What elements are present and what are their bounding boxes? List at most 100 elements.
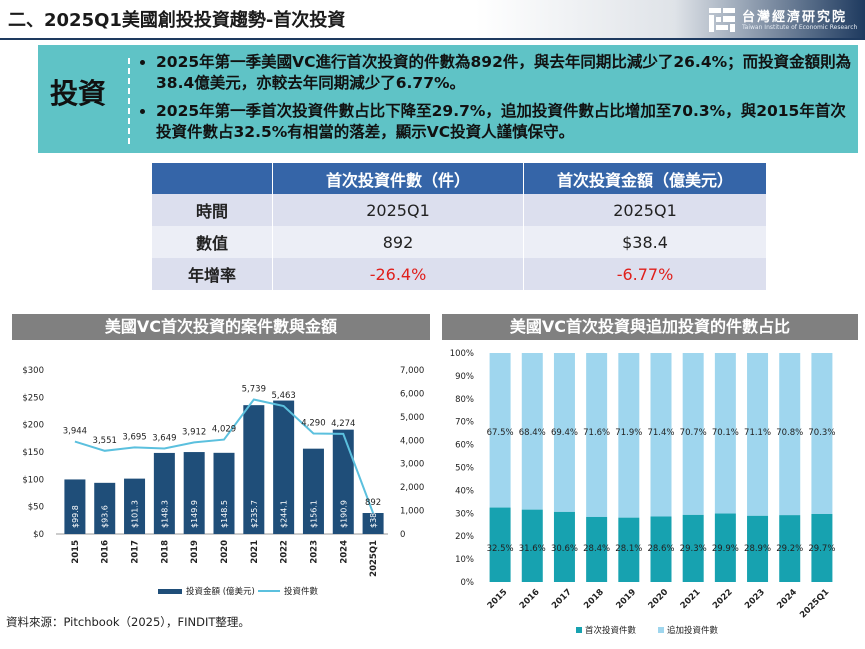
bar-value-label: $244.1 — [280, 500, 289, 528]
page-title: 二、2025Q1美國創投投資趨勢-首次投資 — [8, 10, 346, 31]
left-chart-title: 美國VC首次投資的案件數與金額 — [12, 314, 430, 340]
right-axis-tick: 5,000 — [400, 413, 424, 423]
bar-followon — [779, 353, 801, 516]
x-axis-tick: 2015 — [486, 587, 510, 611]
line-value-label: 3,551 — [93, 436, 117, 446]
bar-first — [553, 511, 575, 582]
bar — [183, 452, 205, 534]
summary-bullet: 2025年第一季首次投資件數占比下降至29.7%，追加投資件數占比增加至70.3… — [156, 101, 855, 143]
y-axis-tick: 30% — [455, 509, 474, 519]
x-axis-tick: 2024 — [339, 540, 349, 564]
left-axis-tick: $300 — [22, 366, 44, 376]
left-axis-tick: $150 — [22, 448, 44, 458]
table-header-row: 首次投資件數（件） 首次投資金額（億美元） — [152, 163, 766, 194]
table-cell: $38.4 — [523, 226, 766, 258]
left-axis-tick: $200 — [22, 421, 44, 431]
bar-value-label: $93.6 — [101, 505, 110, 528]
left-axis-tick: $100 — [22, 475, 44, 485]
followon-value-label: 67.5% — [487, 428, 514, 438]
table-row-label: 數值 — [152, 226, 273, 258]
y-axis-tick: 50% — [455, 464, 474, 474]
legend-label-count: 投資件數 — [284, 586, 319, 597]
y-axis-tick: 0% — [461, 578, 475, 588]
right-axis-tick: 2,000 — [400, 483, 424, 493]
x-axis-tick: 2017 — [550, 587, 574, 611]
table-row: 數值 892 $38.4 — [152, 226, 766, 258]
table-cell: -6.77% — [523, 258, 766, 290]
right-axis-tick: 3,000 — [400, 460, 424, 470]
followon-value-label: 69.4% — [551, 428, 578, 438]
bar — [94, 482, 116, 534]
summary-box — [38, 45, 858, 153]
header-rule — [0, 38, 865, 40]
bar-followon — [521, 353, 543, 510]
bar-first — [618, 517, 640, 582]
table-header-cell — [152, 163, 273, 194]
logo-chinese-name: 台灣經濟研究院 — [742, 10, 848, 25]
x-axis-tick: 2016 — [518, 587, 542, 611]
followon-value-label: 70.7% — [680, 428, 707, 438]
source-note: 資料來源：Pitchbook（2025），FINDIT整理。 — [6, 615, 250, 629]
logo-english-name: Taiwan Institute of Economic Research — [742, 24, 858, 31]
bar — [243, 405, 265, 534]
table-cell: -26.4% — [272, 258, 524, 290]
bar-first — [521, 509, 543, 582]
y-axis-tick: 70% — [455, 418, 474, 428]
bar-first — [650, 516, 672, 582]
summary-label: 投資 — [50, 77, 107, 110]
bar — [332, 429, 354, 534]
bar-first — [714, 513, 736, 582]
legend-swatch-amount — [158, 589, 182, 594]
bar-value-label: $149.9 — [190, 500, 199, 528]
combo-chart: $0 $50 $100 $150 $200 $250 $300 0 1,000 2,000 3,00… — [22, 366, 424, 597]
followon-value-label: 70.3% — [808, 428, 835, 438]
line-value-label: 5,739 — [242, 385, 266, 395]
followon-value-label: 71.1% — [744, 428, 771, 438]
bar — [124, 478, 146, 534]
first-value-label: 29.9% — [712, 544, 739, 554]
y-axis-tick: 10% — [455, 555, 474, 565]
legend-swatch-first — [576, 627, 582, 633]
x-axis-tick: 2024 — [775, 587, 799, 611]
line-value-label: 892 — [365, 498, 381, 508]
bar — [362, 513, 384, 534]
y-axis-tick: 90% — [455, 372, 474, 382]
tier-logo: 台灣經濟研究院 Taiwan Institute of Economic Res… — [708, 5, 857, 37]
table-cell: 2025Q1 — [272, 194, 524, 226]
left-axis-tick: $50 — [28, 503, 44, 513]
bar-first — [682, 514, 704, 582]
right-axis-tick: 1,000 — [400, 507, 424, 517]
first-value-label: 28.6% — [647, 544, 674, 554]
bar — [213, 452, 235, 534]
x-axis-tick: 2020 — [647, 587, 671, 611]
bar-followon — [618, 353, 640, 518]
first-value-label: 28.1% — [615, 544, 642, 554]
bar-value-label: $101.3 — [131, 500, 140, 528]
y-axis-tick: 100% — [450, 349, 474, 359]
followon-value-label: 71.4% — [647, 428, 674, 438]
followon-value-label: 71.6% — [583, 428, 610, 438]
summary-bullet: 2025年第一季美國VC進行首次投資的件數為892件，與去年同期比減少了26.4… — [156, 52, 855, 94]
stats-table: 首次投資件數（件） 首次投資金額（億美元） 時間 2025Q1 2025Q1 數… — [152, 163, 766, 290]
x-axis-tick: 2015 — [71, 540, 81, 564]
x-axis-tick: 2017 — [131, 540, 141, 564]
y-axis-tick: 20% — [455, 532, 474, 542]
x-axis-tick: 2022 — [280, 540, 290, 564]
x-axis-tick: 2018 — [160, 540, 170, 564]
right-chart-title: 美國VC首次投資與追加投資的件數占比 — [442, 314, 858, 340]
x-axis-tick: 2021 — [679, 587, 703, 611]
first-value-label: 31.6% — [519, 544, 546, 554]
y-axis-tick: 80% — [455, 395, 474, 405]
x-axis-tick: 2020 — [220, 540, 230, 564]
right-axis-tick: 6,000 — [400, 389, 424, 399]
y-axis-tick: 60% — [455, 441, 474, 451]
first-value-label: 28.9% — [744, 544, 771, 554]
first-value-label: 29.3% — [680, 544, 707, 554]
x-axis-tick: 2019 — [614, 587, 638, 611]
bar-followon — [811, 353, 833, 514]
bar — [64, 479, 86, 534]
x-axis-tick: 2022 — [711, 587, 735, 611]
bar-value-label: $99.8 — [71, 505, 80, 528]
table-row: 年增率 -26.4% -6.77% — [152, 258, 766, 290]
bar-followon — [747, 353, 769, 516]
